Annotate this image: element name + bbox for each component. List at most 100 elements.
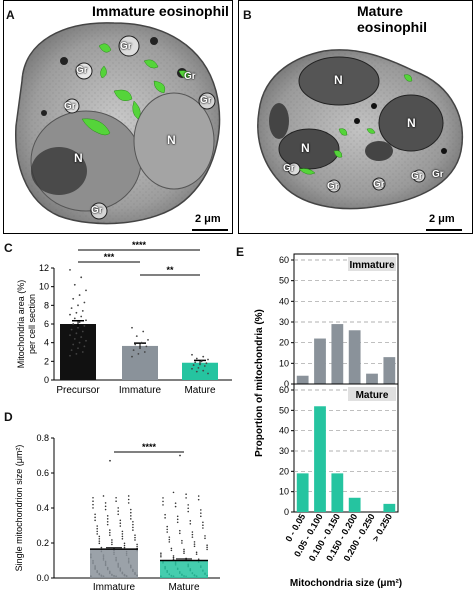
d-data-point (197, 498, 200, 501)
d-data-point (185, 493, 187, 496)
e-bar-mature (296, 473, 309, 512)
c-data-point (197, 366, 200, 369)
d-y-tick-label: 0.2 (36, 538, 49, 548)
c-data-point (83, 345, 86, 348)
d-data-point (200, 512, 202, 514)
c-data-point (70, 328, 73, 331)
c-data-point (75, 352, 78, 355)
e-y-tick-label: 30 (279, 446, 289, 456)
d-data-point (206, 546, 208, 549)
d-data-point (115, 496, 117, 499)
d-data-point (98, 540, 101, 542)
d-data-point (187, 507, 189, 510)
d-data-point (183, 552, 185, 555)
d-data-point (176, 521, 179, 524)
d-x-tick-label: Immature (93, 582, 136, 593)
d-data-point (191, 536, 194, 538)
c-data-point (85, 319, 87, 322)
e-y-tick-label: 30 (279, 317, 289, 327)
c-x-tick-label: Immature (119, 385, 162, 396)
d-data-point (92, 503, 94, 506)
c-data-point (77, 347, 79, 350)
d-data-point (202, 521, 204, 524)
e-y-tick-label: 20 (279, 338, 289, 348)
e-y-tick-label: 50 (279, 276, 289, 286)
panel-letter-d: D (4, 410, 13, 424)
c-data-point (73, 338, 76, 340)
label-gr: Gr (76, 65, 88, 76)
c-data-point (75, 311, 78, 314)
d-data-point (189, 520, 192, 522)
c-data-point (85, 339, 87, 342)
e-y-tick-label: 20 (279, 466, 289, 476)
label-nucleus: N (74, 151, 83, 165)
label-nucleus: N (301, 141, 310, 155)
d-data-point (109, 529, 111, 531)
d-data-point (179, 529, 181, 532)
d-y-axis-label: Single mitochondrion size (μm²) (14, 445, 24, 572)
d-data-point (197, 558, 200, 560)
c-data-point (78, 341, 81, 344)
label-gr: Gr (373, 179, 385, 190)
d-data-point (111, 539, 113, 541)
e-legend-box (348, 257, 396, 271)
e-plot-frame (293, 383, 399, 513)
d-data-point (132, 526, 134, 529)
d-data-point (181, 539, 183, 542)
d-data-point (136, 545, 138, 548)
c-y-tick-label: 4 (44, 338, 49, 348)
d-data-point (111, 543, 113, 546)
d-data-point (172, 491, 175, 494)
c-data-point (195, 357, 198, 360)
c-data-point (199, 363, 201, 366)
c-data-point (81, 351, 84, 353)
d-data-point (106, 520, 109, 523)
c-data-point (77, 304, 79, 307)
d-data-point (170, 547, 173, 550)
d-data-point (98, 535, 101, 538)
d-data-point (172, 555, 175, 557)
d-y-tick-label: 0.0 (36, 573, 49, 583)
e-bar-immature (366, 373, 378, 384)
d-data-point (170, 549, 173, 552)
e-y-tick-label: 0 (284, 507, 289, 517)
micrograph-immature-image (15, 22, 221, 225)
c-data-point (143, 351, 146, 353)
c-x-tick-label: Precursor (56, 385, 100, 396)
d-data-point (94, 519, 96, 522)
d-data-point (166, 528, 168, 531)
c-data-point (81, 330, 84, 333)
c-significance-label: **** (132, 240, 147, 250)
e-y-tick-label: 60 (279, 255, 289, 265)
d-data-point (195, 553, 198, 555)
micrograph-immature: Immature eosinophil Gr Gr Gr Gr Gr N N G… (3, 0, 233, 234)
d-data-point (160, 554, 162, 556)
c-data-point (85, 289, 87, 292)
c-data-point (145, 345, 148, 348)
d-data-point (174, 502, 177, 504)
e-y-tick-label: 60 (279, 385, 289, 395)
c-data-point (70, 307, 73, 310)
c-data-point (69, 313, 71, 316)
d-data-point (96, 527, 98, 530)
d-data-point (119, 522, 122, 525)
d-data-point (96, 533, 98, 535)
d-data-point (109, 459, 111, 462)
d-data-point (206, 544, 208, 547)
d-data-point (130, 508, 132, 511)
c-data-point (70, 349, 73, 352)
d-data-point (204, 535, 206, 537)
d-data-point (176, 518, 179, 521)
scalebar-a (192, 229, 228, 231)
d-data-point (176, 515, 179, 518)
d-data-point (92, 500, 94, 503)
d-data-point (187, 504, 189, 506)
c-data-point (72, 323, 75, 325)
d-data-point (119, 519, 122, 522)
d-data-point (193, 545, 196, 548)
d-data-point (191, 531, 194, 533)
d-data-point (123, 546, 126, 549)
c-y-tick-label: 10 (39, 282, 49, 292)
c-data-point (69, 354, 71, 357)
